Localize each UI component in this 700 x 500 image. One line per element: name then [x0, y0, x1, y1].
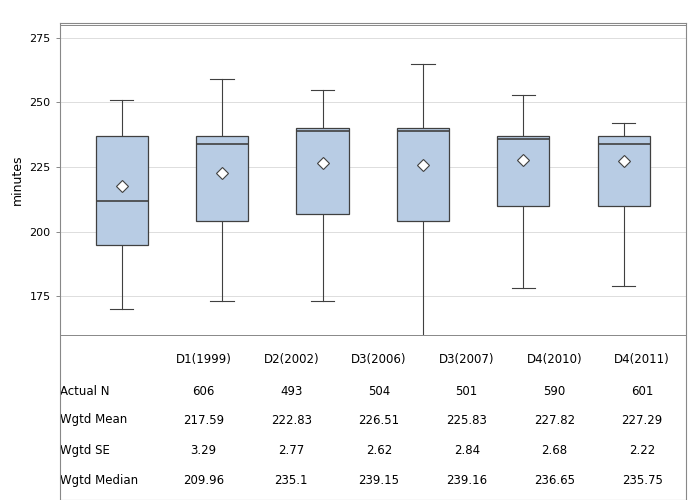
Text: 235.75: 235.75: [622, 474, 663, 488]
Text: 226.51: 226.51: [358, 414, 400, 426]
Bar: [296, 128, 349, 214]
Text: 236.65: 236.65: [534, 474, 575, 488]
Text: D4(2011): D4(2011): [615, 352, 670, 366]
Text: 239.16: 239.16: [446, 474, 487, 488]
Bar: [196, 136, 248, 222]
Text: 227.82: 227.82: [534, 414, 575, 426]
Text: Wgtd Median: Wgtd Median: [60, 474, 138, 488]
Text: 2.77: 2.77: [278, 444, 304, 457]
Text: 209.96: 209.96: [183, 474, 224, 488]
Text: Wgtd SE: Wgtd SE: [60, 444, 109, 457]
Text: Actual N: Actual N: [60, 384, 109, 398]
Text: 601: 601: [631, 384, 653, 398]
Bar: [598, 136, 650, 206]
Text: D3(2006): D3(2006): [351, 352, 407, 366]
Y-axis label: minutes: minutes: [10, 155, 24, 205]
Bar: [497, 136, 550, 206]
Text: 504: 504: [368, 384, 390, 398]
Text: 239.15: 239.15: [358, 474, 400, 488]
Text: 2.68: 2.68: [541, 444, 568, 457]
Text: D4(2010): D4(2010): [526, 352, 582, 366]
Bar: [397, 128, 449, 222]
Text: 3.29: 3.29: [190, 444, 217, 457]
Text: D3(2007): D3(2007): [439, 352, 494, 366]
Bar: [96, 136, 148, 244]
Text: 2.84: 2.84: [454, 444, 480, 457]
Text: 222.83: 222.83: [271, 414, 312, 426]
Text: D1(1999): D1(1999): [176, 352, 232, 366]
Text: 2.22: 2.22: [629, 444, 655, 457]
Text: 493: 493: [280, 384, 302, 398]
Text: 501: 501: [456, 384, 478, 398]
Text: D2(2002): D2(2002): [263, 352, 319, 366]
Text: 225.83: 225.83: [447, 414, 487, 426]
Text: 606: 606: [193, 384, 215, 398]
Text: 590: 590: [543, 384, 566, 398]
Text: Wgtd Mean: Wgtd Mean: [60, 414, 127, 426]
Text: 235.1: 235.1: [274, 474, 308, 488]
Text: 2.62: 2.62: [366, 444, 392, 457]
Text: 217.59: 217.59: [183, 414, 224, 426]
Text: 227.29: 227.29: [622, 414, 663, 426]
